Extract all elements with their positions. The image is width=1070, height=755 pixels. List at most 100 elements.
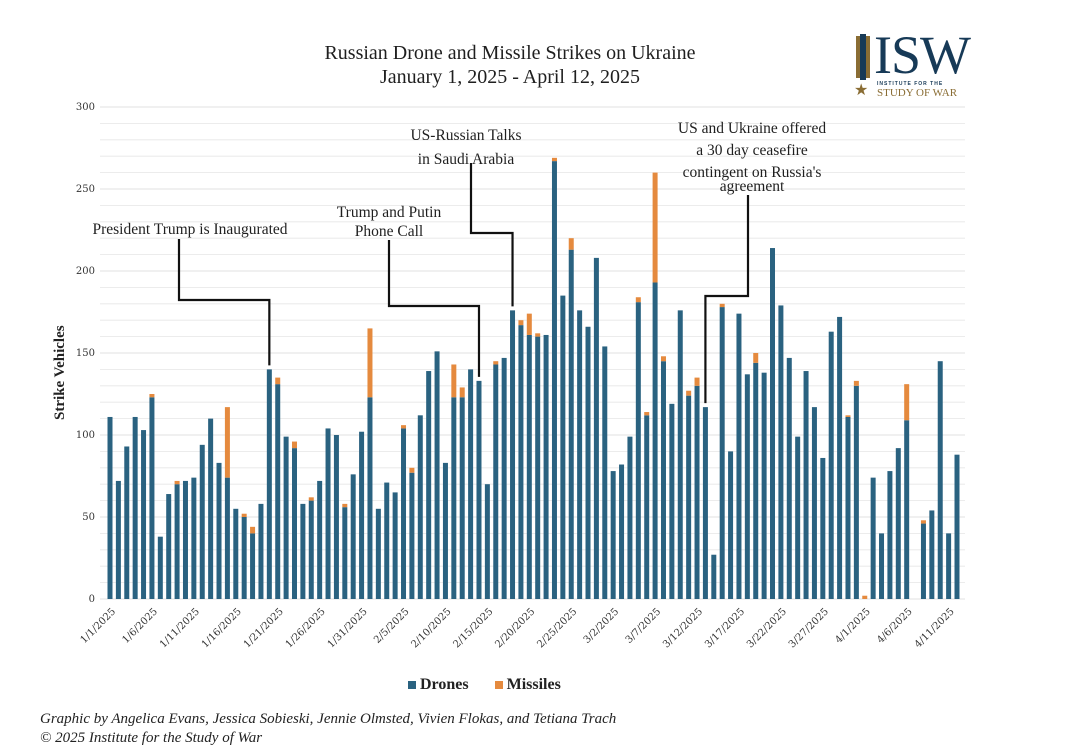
y-tick-label: 200 [76, 266, 95, 277]
legend: Drones Missiles [408, 676, 561, 694]
bar-drones [526, 334, 532, 599]
bar-missiles [904, 384, 910, 421]
x-tick-label: 2/20/2025 [493, 606, 537, 650]
bar-drones [929, 510, 935, 599]
bar-drones [946, 533, 952, 599]
bar-missiles [753, 353, 759, 363]
bar-drones [141, 430, 147, 599]
bar-missiles [635, 297, 641, 303]
bar-drones [535, 336, 541, 599]
bar-drones [770, 248, 776, 600]
bar-drones [325, 428, 331, 599]
x-tick-label: 3/27/2025 [787, 606, 831, 650]
bar-drones [367, 397, 373, 599]
annotations: President Trump is Inaugurated Trump and … [92, 120, 826, 404]
bar-drones [761, 372, 767, 599]
bar-drones [660, 361, 666, 599]
bar-missiles [535, 333, 541, 337]
bar-missiles [275, 377, 281, 385]
y-tick-label: 100 [76, 430, 95, 441]
bar-drones [551, 161, 557, 599]
x-tick-label: 3/17/2025 [703, 606, 747, 650]
bar-drones [811, 407, 817, 599]
bar-missiles [518, 320, 524, 326]
bar-drones [602, 346, 608, 599]
bar-drones [820, 457, 826, 599]
annotation-leader-line [387, 240, 481, 377]
bar-missiles [845, 415, 851, 417]
bar-drones [484, 484, 490, 599]
chart-title: Russian Drone and Missile Strikes on Ukr… [324, 42, 696, 64]
bar-drones [619, 464, 625, 599]
bar-missiles [660, 356, 666, 362]
bar-drones [518, 325, 524, 599]
bar-missiles [920, 520, 926, 524]
bar-drones [333, 435, 339, 599]
bar-drones [300, 503, 306, 599]
bar-drones [610, 471, 616, 599]
bar-drones [744, 374, 750, 599]
bar-missiles [224, 407, 230, 478]
bar-missiles [174, 480, 180, 485]
bar-drones [795, 436, 801, 599]
x-tick-label: 2/25/2025 [535, 606, 579, 650]
bar-drones [778, 305, 784, 599]
x-tick-label: 1/31/2025 [326, 606, 370, 650]
bar-drones [920, 523, 926, 599]
bar-drones [468, 369, 474, 599]
bar-drones [837, 316, 843, 599]
bar-missiles [568, 238, 574, 250]
x-tick-label: 1/6/2025 [121, 606, 161, 646]
legend-swatch-missiles [494, 681, 503, 689]
y-axis-ticks: 0 50 100 150 200 250 300 [76, 102, 95, 605]
bar-drones [560, 295, 566, 599]
y-tick-label: 0 [89, 594, 95, 605]
bar-missiles [862, 595, 868, 599]
x-tick-label: 3/2/2025 [582, 606, 622, 646]
bar-drones [308, 500, 314, 599]
bar-drones [241, 517, 247, 599]
bars [107, 157, 960, 600]
isw-logo: ISW ★ INSTITUTE FOR THE STUDY OF WAR [852, 25, 982, 102]
x-axis-ticks: 1/1/2025 1/6/20251/11/20251/16/20251/21/2… [79, 606, 957, 650]
bar-drones [887, 471, 893, 599]
x-tick-label: 1/21/2025 [242, 606, 286, 650]
bar-drones [728, 451, 734, 599]
chart-subtitle: January 1, 2025 - April 12, 2025 [380, 66, 640, 88]
bar-drones [149, 397, 155, 599]
bar-drones [350, 474, 356, 599]
bar-missiles [652, 172, 658, 283]
bar-drones [451, 397, 457, 599]
bar-drones [124, 446, 130, 599]
bar-drones [434, 351, 440, 599]
bar-drones [166, 494, 172, 599]
bar-drones [107, 416, 113, 599]
annotation-text: in Saudi Arabia [418, 151, 515, 168]
bar-missiles [644, 412, 650, 416]
bar-drones [501, 357, 507, 599]
bar-missiles [719, 303, 725, 308]
y-tick-label: 300 [76, 102, 95, 113]
bar-drones [753, 362, 759, 599]
x-tick-label: 1/11/2025 [158, 606, 202, 650]
bar-drones [577, 310, 583, 599]
x-tick-label: 2/5/2025 [372, 606, 412, 646]
annotation-text: US-Russian Talks [410, 127, 521, 144]
bar-drones [250, 533, 256, 599]
bar-drones [803, 371, 809, 599]
x-tick-label: 4/6/2025 [875, 606, 915, 646]
x-tick-label: 3/22/2025 [745, 606, 789, 650]
legend-label-missiles: Missiles [506, 676, 561, 693]
bar-drones [669, 403, 675, 599]
x-tick-label: 2/15/2025 [451, 606, 495, 650]
bar-missiles [686, 390, 692, 396]
bar-missiles [459, 387, 465, 398]
bar-drones [157, 536, 163, 599]
bar-drones [342, 507, 348, 599]
bar-drones [375, 508, 381, 599]
annotation-text: Trump and Putin [337, 204, 442, 221]
bar-drones [711, 554, 717, 599]
bar-missiles [451, 364, 457, 398]
bar-drones [174, 484, 180, 599]
bar-drones [233, 508, 239, 599]
